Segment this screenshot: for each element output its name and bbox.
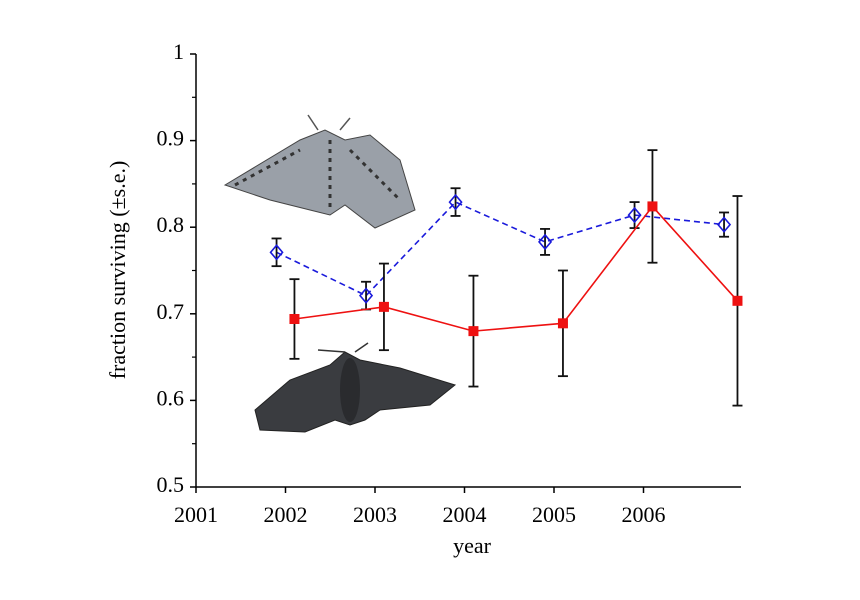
marker (557, 318, 568, 329)
x-tick-label: 2003 (353, 502, 397, 527)
marker (378, 301, 389, 312)
marker (448, 193, 463, 211)
y-tick-label: 0.6 (157, 385, 185, 410)
light-moth-illustration (223, 114, 416, 229)
marker (537, 233, 553, 251)
x-axis-label: year (453, 533, 492, 558)
series-line (294, 205, 739, 332)
marker (647, 201, 658, 212)
marker (627, 206, 642, 224)
y-axis-label: fraction surviving (±s.e.) (105, 161, 130, 380)
y-tick-label: 0.9 (157, 126, 185, 151)
x-tick-label: 2001 (174, 502, 218, 527)
x-tick-label: 2005 (532, 502, 576, 527)
marker (468, 326, 479, 337)
dark-moth-illustration (254, 342, 457, 433)
x-tick-label: 2002 (264, 502, 308, 527)
y-tick-label: 1 (173, 39, 184, 64)
marker (269, 244, 284, 261)
y-tick-label: 0.8 (157, 212, 185, 237)
x-tick-label: 2006 (622, 502, 666, 527)
x-tick-label: 2004 (443, 502, 487, 527)
y-tick-label: 0.5 (157, 472, 185, 497)
series-line (276, 201, 725, 297)
marker (716, 216, 732, 233)
marker (358, 287, 374, 304)
y-tick-label: 0.7 (157, 299, 185, 324)
marker (732, 295, 743, 306)
marker (289, 313, 300, 324)
